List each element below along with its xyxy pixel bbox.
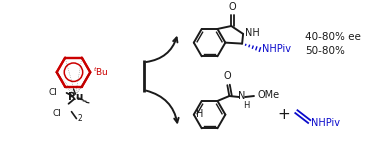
Text: Cl: Cl xyxy=(53,109,62,118)
Text: NHPiv: NHPiv xyxy=(262,44,291,54)
Text: 50-80%: 50-80% xyxy=(305,45,345,55)
Text: O: O xyxy=(228,2,236,12)
Text: Ru: Ru xyxy=(68,92,83,102)
Text: 40-80% ee: 40-80% ee xyxy=(305,32,361,42)
Text: Cl: Cl xyxy=(49,88,58,97)
Text: H: H xyxy=(243,101,249,110)
Text: $^t$Bu: $^t$Bu xyxy=(93,66,109,78)
Text: OMe: OMe xyxy=(258,90,280,100)
Text: NHPiv: NHPiv xyxy=(311,118,340,128)
Text: 2: 2 xyxy=(77,114,82,123)
Text: O: O xyxy=(223,71,231,81)
Text: N: N xyxy=(239,91,246,101)
Text: +: + xyxy=(277,107,290,122)
Text: NH: NH xyxy=(245,28,260,38)
Text: H: H xyxy=(196,109,203,119)
